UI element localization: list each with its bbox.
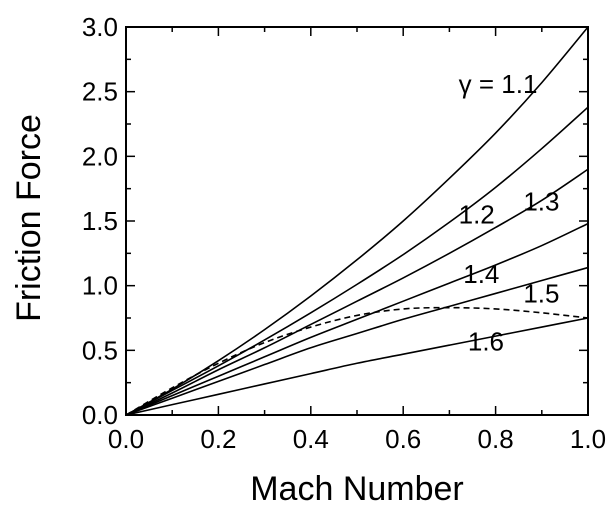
curve-label: γ = 1.1 bbox=[459, 69, 538, 99]
axis-ticks bbox=[125, 26, 589, 416]
curve-labels: γ = 1.1 1.2 1.3 1.4 1.5 1.6 bbox=[459, 69, 560, 356]
curve-label: 1.5 bbox=[523, 278, 559, 308]
x-tick-label: 0.2 bbox=[200, 424, 236, 454]
x-tick-label: 1.0 bbox=[570, 424, 606, 454]
y-tick-label: 2.5 bbox=[82, 77, 118, 107]
curve-label: 1.6 bbox=[468, 326, 504, 356]
y-axis-title: Friction Force bbox=[10, 114, 48, 322]
y-tick-label: 3.0 bbox=[82, 12, 118, 42]
x-tick-label: 0.6 bbox=[385, 424, 421, 454]
y-tick-label: 2.0 bbox=[82, 141, 118, 171]
x-axis-title: Mach Number bbox=[250, 470, 464, 508]
y-tick-label: 0.5 bbox=[82, 335, 118, 365]
gamma-curve-2 bbox=[125, 168, 589, 416]
gamma-curve-4 bbox=[125, 266, 589, 416]
tick-labels: 0.0 0.2 0.4 0.6 0.8 1.0 0.0 0.5 1.0 1.5 2.0 2.5 3.0 bbox=[82, 12, 606, 454]
curve-label: 1.4 bbox=[463, 259, 499, 289]
x-tick-label: 0.4 bbox=[293, 424, 329, 454]
curve-label: 1.2 bbox=[459, 200, 495, 230]
y-tick-label: 1.0 bbox=[82, 271, 118, 301]
x-tick-label: 0.8 bbox=[478, 424, 514, 454]
gamma-curve-0 bbox=[125, 26, 589, 416]
y-tick-label: 0.0 bbox=[82, 400, 118, 430]
dashed-curve bbox=[125, 306, 589, 416]
curve-label: 1.3 bbox=[523, 187, 559, 217]
curves bbox=[125, 26, 589, 416]
gamma-curve-1 bbox=[125, 106, 589, 416]
y-tick-label: 1.5 bbox=[82, 206, 118, 236]
gamma-curve-5 bbox=[125, 317, 589, 416]
x-tick-label: 0.0 bbox=[108, 424, 144, 454]
gamma-curve-3 bbox=[125, 222, 589, 416]
